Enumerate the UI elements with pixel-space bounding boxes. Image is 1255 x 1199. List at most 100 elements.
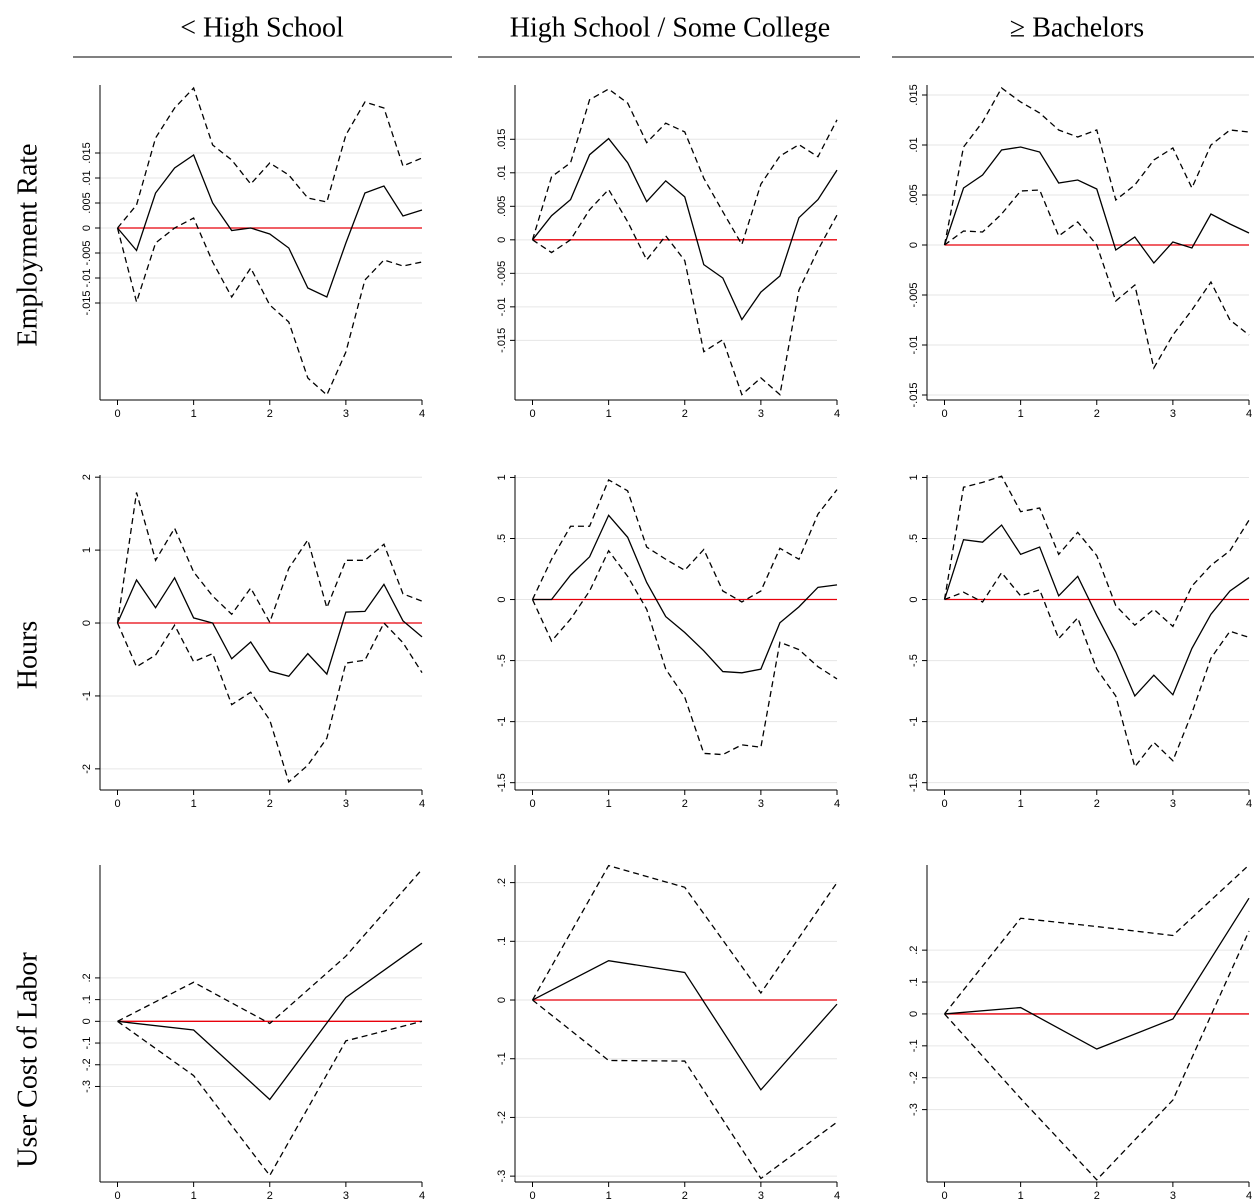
series-line	[944, 930, 1250, 1181]
y-tick-label: 0	[908, 242, 920, 248]
y-tick-label: .01	[81, 170, 93, 185]
series-line	[943, 524, 1250, 698]
series-line	[944, 189, 1250, 370]
y-tick-label: -.3	[81, 1080, 93, 1093]
y-tick-label: -.015	[908, 382, 920, 407]
series-line	[532, 188, 838, 396]
y-tick-label: 0	[496, 237, 508, 243]
y-tick-label: .1	[496, 937, 508, 946]
y-tick-label: .2	[81, 973, 93, 982]
y-tick-label: .5	[908, 534, 920, 543]
y-tick-label: .005	[81, 192, 93, 213]
x-tick-label: 3	[343, 1190, 349, 1199]
x-tick-label: 3	[1170, 408, 1176, 420]
y-tick-label: .015	[81, 142, 93, 163]
y-tick-label: -.015	[81, 290, 93, 315]
y-tick-label: -.01	[908, 336, 920, 355]
y-tick-label: -.005	[496, 261, 508, 286]
y-tick-label: .5	[496, 534, 508, 543]
series-line	[116, 492, 423, 624]
x-tick-label: 3	[758, 798, 764, 810]
y-tick-label: 0	[81, 225, 93, 231]
y-tick-label: .1	[908, 977, 920, 986]
x-tick-label: 2	[682, 1190, 688, 1199]
y-tick-label: 2	[81, 474, 93, 480]
x-tick-label: 0	[529, 1190, 535, 1199]
y-tick-label: -.2	[496, 1111, 508, 1124]
y-tick-label: .2	[908, 946, 920, 955]
x-tick-label: 0	[941, 798, 947, 810]
row-label: Hours	[12, 621, 43, 689]
column-title: ≥ Bachelors	[1010, 12, 1144, 43]
x-tick-label: 1	[1018, 1190, 1024, 1199]
y-tick-label: -.5	[496, 654, 508, 667]
y-tick-label: 0	[908, 1011, 920, 1017]
y-tick-label: .015	[908, 84, 920, 105]
series-line	[943, 475, 1250, 628]
x-tick-label: 3	[1170, 1190, 1176, 1199]
x-tick-label: 4	[1246, 798, 1252, 810]
x-tick-label: 4	[834, 408, 840, 420]
y-tick-label: -.1	[496, 1052, 508, 1065]
series-line	[531, 88, 838, 247]
y-tick-label: -1.5	[908, 773, 920, 792]
x-tick-label: 4	[1246, 408, 1252, 420]
y-tick-label: .01	[908, 137, 920, 152]
x-tick-label: 0	[941, 1190, 947, 1199]
x-tick-label: 4	[834, 798, 840, 810]
y-tick-label: -.3	[496, 1170, 508, 1183]
column-title: High School / Some College	[510, 12, 830, 43]
y-tick-label: 0	[81, 620, 93, 626]
x-tick-label: 4	[419, 408, 425, 420]
x-tick-label: 1	[1018, 798, 1024, 810]
y-tick-label: -.1	[81, 1037, 93, 1050]
y-tick-label: 0	[81, 1018, 93, 1024]
y-tick-label: -2	[81, 764, 93, 774]
series-line	[117, 86, 423, 229]
y-tick-label: 0	[496, 596, 508, 602]
x-tick-label: 4	[419, 1190, 425, 1199]
series-line	[532, 999, 838, 1180]
x-tick-label: 3	[758, 408, 764, 420]
y-tick-label: -1	[81, 691, 93, 701]
y-tick-label: -.2	[908, 1071, 920, 1084]
y-tick-label: .005	[496, 196, 508, 217]
y-tick-label: -.1	[908, 1039, 920, 1052]
series-line	[532, 514, 838, 674]
x-tick-label: 0	[529, 798, 535, 810]
x-tick-label: 3	[343, 408, 349, 420]
y-tick-label: 1	[81, 547, 93, 553]
series-line	[944, 897, 1250, 1050]
x-tick-label: 0	[941, 408, 947, 420]
row-label: Employment Rate	[12, 144, 43, 347]
y-tick-label: 0	[908, 596, 920, 602]
x-tick-label: 4	[834, 1190, 840, 1199]
x-tick-label: 2	[682, 798, 688, 810]
x-tick-label: 3	[1170, 798, 1176, 810]
series-line	[943, 87, 1250, 246]
x-tick-label: 3	[758, 1190, 764, 1199]
x-tick-label: 2	[1094, 1190, 1100, 1199]
x-tick-label: 4	[1246, 1190, 1252, 1199]
y-tick-label: -.005	[908, 282, 920, 307]
series-line	[531, 549, 838, 756]
series-line	[117, 868, 423, 1025]
series-line	[116, 576, 423, 677]
x-tick-label: 2	[267, 798, 273, 810]
x-tick-label: 1	[1018, 408, 1024, 420]
series-line	[531, 137, 838, 321]
y-tick-label: -.3	[908, 1103, 920, 1116]
series-line	[531, 864, 838, 1001]
x-tick-label: 2	[1094, 798, 1100, 810]
x-tick-label: 1	[191, 408, 197, 420]
series-line	[116, 217, 423, 397]
x-tick-label: 3	[343, 798, 349, 810]
x-tick-label: 2	[1094, 408, 1100, 420]
series-line	[943, 146, 1250, 265]
x-tick-label: 1	[606, 408, 612, 420]
y-tick-label: -.01	[496, 297, 508, 316]
y-tick-label: -1	[908, 717, 920, 727]
y-tick-label: -1.5	[496, 773, 508, 792]
y-tick-label: .1	[81, 995, 93, 1004]
